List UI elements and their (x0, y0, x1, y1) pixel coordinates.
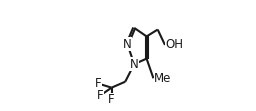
Text: F: F (108, 93, 115, 106)
Text: Me: Me (154, 72, 172, 85)
Text: OH: OH (166, 38, 184, 51)
Text: N: N (130, 58, 138, 71)
Text: F: F (97, 89, 104, 102)
Text: F: F (94, 77, 101, 90)
Text: N: N (123, 38, 132, 51)
